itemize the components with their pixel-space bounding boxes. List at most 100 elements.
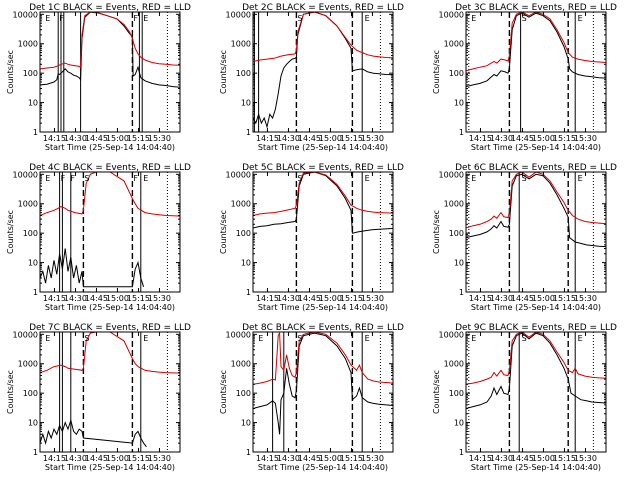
series-events-line: [253, 12, 393, 129]
x-axis-label: Start Time (25-Sep-14 14:04:40): [258, 143, 388, 152]
event-marker: S: [522, 14, 527, 23]
y-tick-label: 10000: [226, 170, 251, 179]
x-axis-label: Start Time (25-Sep-14 14:04:40): [258, 303, 388, 312]
y-tick-label: 1: [246, 448, 251, 457]
x-tick-label: 14:15: [43, 454, 66, 463]
y-tick-label: 10: [454, 259, 464, 268]
event-marker: S: [522, 334, 527, 343]
y-tick-label: 1000: [231, 360, 251, 369]
y-tick-label: 1000: [18, 40, 38, 49]
event-marker: E: [258, 334, 263, 343]
x-tick-label: 15:30: [148, 134, 171, 143]
plot-frame: [252, 331, 394, 453]
y-tick-label: 10: [28, 419, 38, 428]
y-tick-label: 10000: [439, 330, 464, 339]
event-marker: E: [143, 334, 148, 343]
series-lld-line: [40, 332, 180, 374]
x-tick-label: 14:45: [298, 294, 321, 303]
x-axis-label: Start Time (25-Sep-14 14:04:40): [45, 303, 175, 312]
x-tick-label: 15:00: [106, 134, 129, 143]
y-tick-label: 1: [459, 128, 464, 137]
chart-title: Det 3C BLACK = Events, RED = LLD: [455, 3, 617, 13]
y-tick-label: 100: [23, 389, 38, 398]
x-tick-label: 15:00: [319, 294, 342, 303]
y-tick-label: 1000: [18, 200, 38, 209]
y-tick-label: 100: [23, 69, 38, 78]
y-tick-label: 10: [454, 419, 464, 428]
y-tick-label: 1: [33, 288, 38, 297]
event-marker: E: [578, 174, 583, 183]
y-tick-label: 100: [449, 389, 464, 398]
x-tick-label: 14:30: [64, 294, 87, 303]
y-axis-label: Counts/sec: [432, 210, 441, 254]
event-marker: E: [471, 334, 476, 343]
series-events-line: [40, 418, 147, 448]
x-tick-label: 14:45: [298, 134, 321, 143]
y-tick-label: 100: [23, 229, 38, 238]
x-tick-label: 15:30: [574, 294, 597, 303]
y-tick-label: 1000: [444, 200, 464, 209]
x-tick-label: 15:15: [553, 454, 576, 463]
x-tick-label: 14:45: [85, 454, 108, 463]
series-lld-line: [466, 172, 606, 229]
x-tick-label: 14:45: [511, 134, 534, 143]
series-lld-line: [466, 332, 606, 385]
x-tick-label: 14:30: [277, 134, 300, 143]
x-tick-label: 15:15: [127, 454, 150, 463]
y-tick-label: 10: [28, 99, 38, 108]
event-marker: E: [143, 174, 148, 183]
x-tick-label: 14:45: [298, 454, 321, 463]
event-marker: E: [45, 174, 50, 183]
x-tick-label: 15:00: [106, 454, 129, 463]
plot-frame: [465, 171, 607, 293]
x-axis-label: Start Time (25-Sep-14 14:04:40): [471, 303, 601, 312]
plot-frame: [39, 11, 181, 133]
event-marker: E: [365, 14, 370, 23]
y-tick-label: 10000: [13, 170, 38, 179]
event-marker: S: [522, 174, 527, 183]
x-tick-label: 15:00: [319, 134, 342, 143]
x-tick-label: 15:15: [553, 134, 576, 143]
x-tick-label: 14:30: [64, 454, 87, 463]
chart-title: Det 7C BLACK = Events, RED = LLD: [29, 323, 191, 333]
x-tick-label: 15:15: [127, 134, 150, 143]
series-lld-line: [466, 12, 606, 72]
y-tick-label: 10000: [13, 10, 38, 19]
y-axis-label: Counts/sec: [6, 210, 15, 254]
x-tick-label: 14:45: [511, 454, 534, 463]
event-marker: E: [578, 334, 583, 343]
event-marker: F: [59, 14, 64, 23]
event-marker: S: [84, 174, 89, 183]
y-tick-label: 10: [454, 99, 464, 108]
x-axis-label: Start Time (25-Sep-14 14:04:40): [471, 143, 601, 152]
event-marker: E: [45, 14, 50, 23]
event-marker: E: [365, 174, 370, 183]
y-tick-label: 10: [28, 259, 38, 268]
x-tick-label: 14:45: [85, 294, 108, 303]
event-marker: S: [297, 174, 302, 183]
x-tick-label: 14:30: [277, 294, 300, 303]
x-tick-label: 15:15: [340, 454, 363, 463]
event-marker: S: [297, 14, 302, 23]
series-lld-line: [253, 172, 393, 216]
y-tick-label: 10: [241, 419, 251, 428]
x-tick-label: 14:15: [469, 454, 492, 463]
x-tick-label: 15:00: [532, 454, 555, 463]
x-axis-label: Start Time (25-Sep-14 14:04:40): [258, 463, 388, 472]
series-events-line: [253, 172, 393, 234]
x-tick-label: 14:15: [469, 294, 492, 303]
y-axis-label: Counts/sec: [219, 50, 228, 94]
y-axis-label: Counts/sec: [432, 370, 441, 414]
y-tick-label: 100: [449, 69, 464, 78]
y-tick-label: 1: [33, 448, 38, 457]
x-tick-label: 14:30: [490, 134, 513, 143]
x-tick-label: 15:00: [532, 294, 555, 303]
x-tick-label: 15:30: [361, 454, 384, 463]
x-tick-label: 15:15: [340, 134, 363, 143]
